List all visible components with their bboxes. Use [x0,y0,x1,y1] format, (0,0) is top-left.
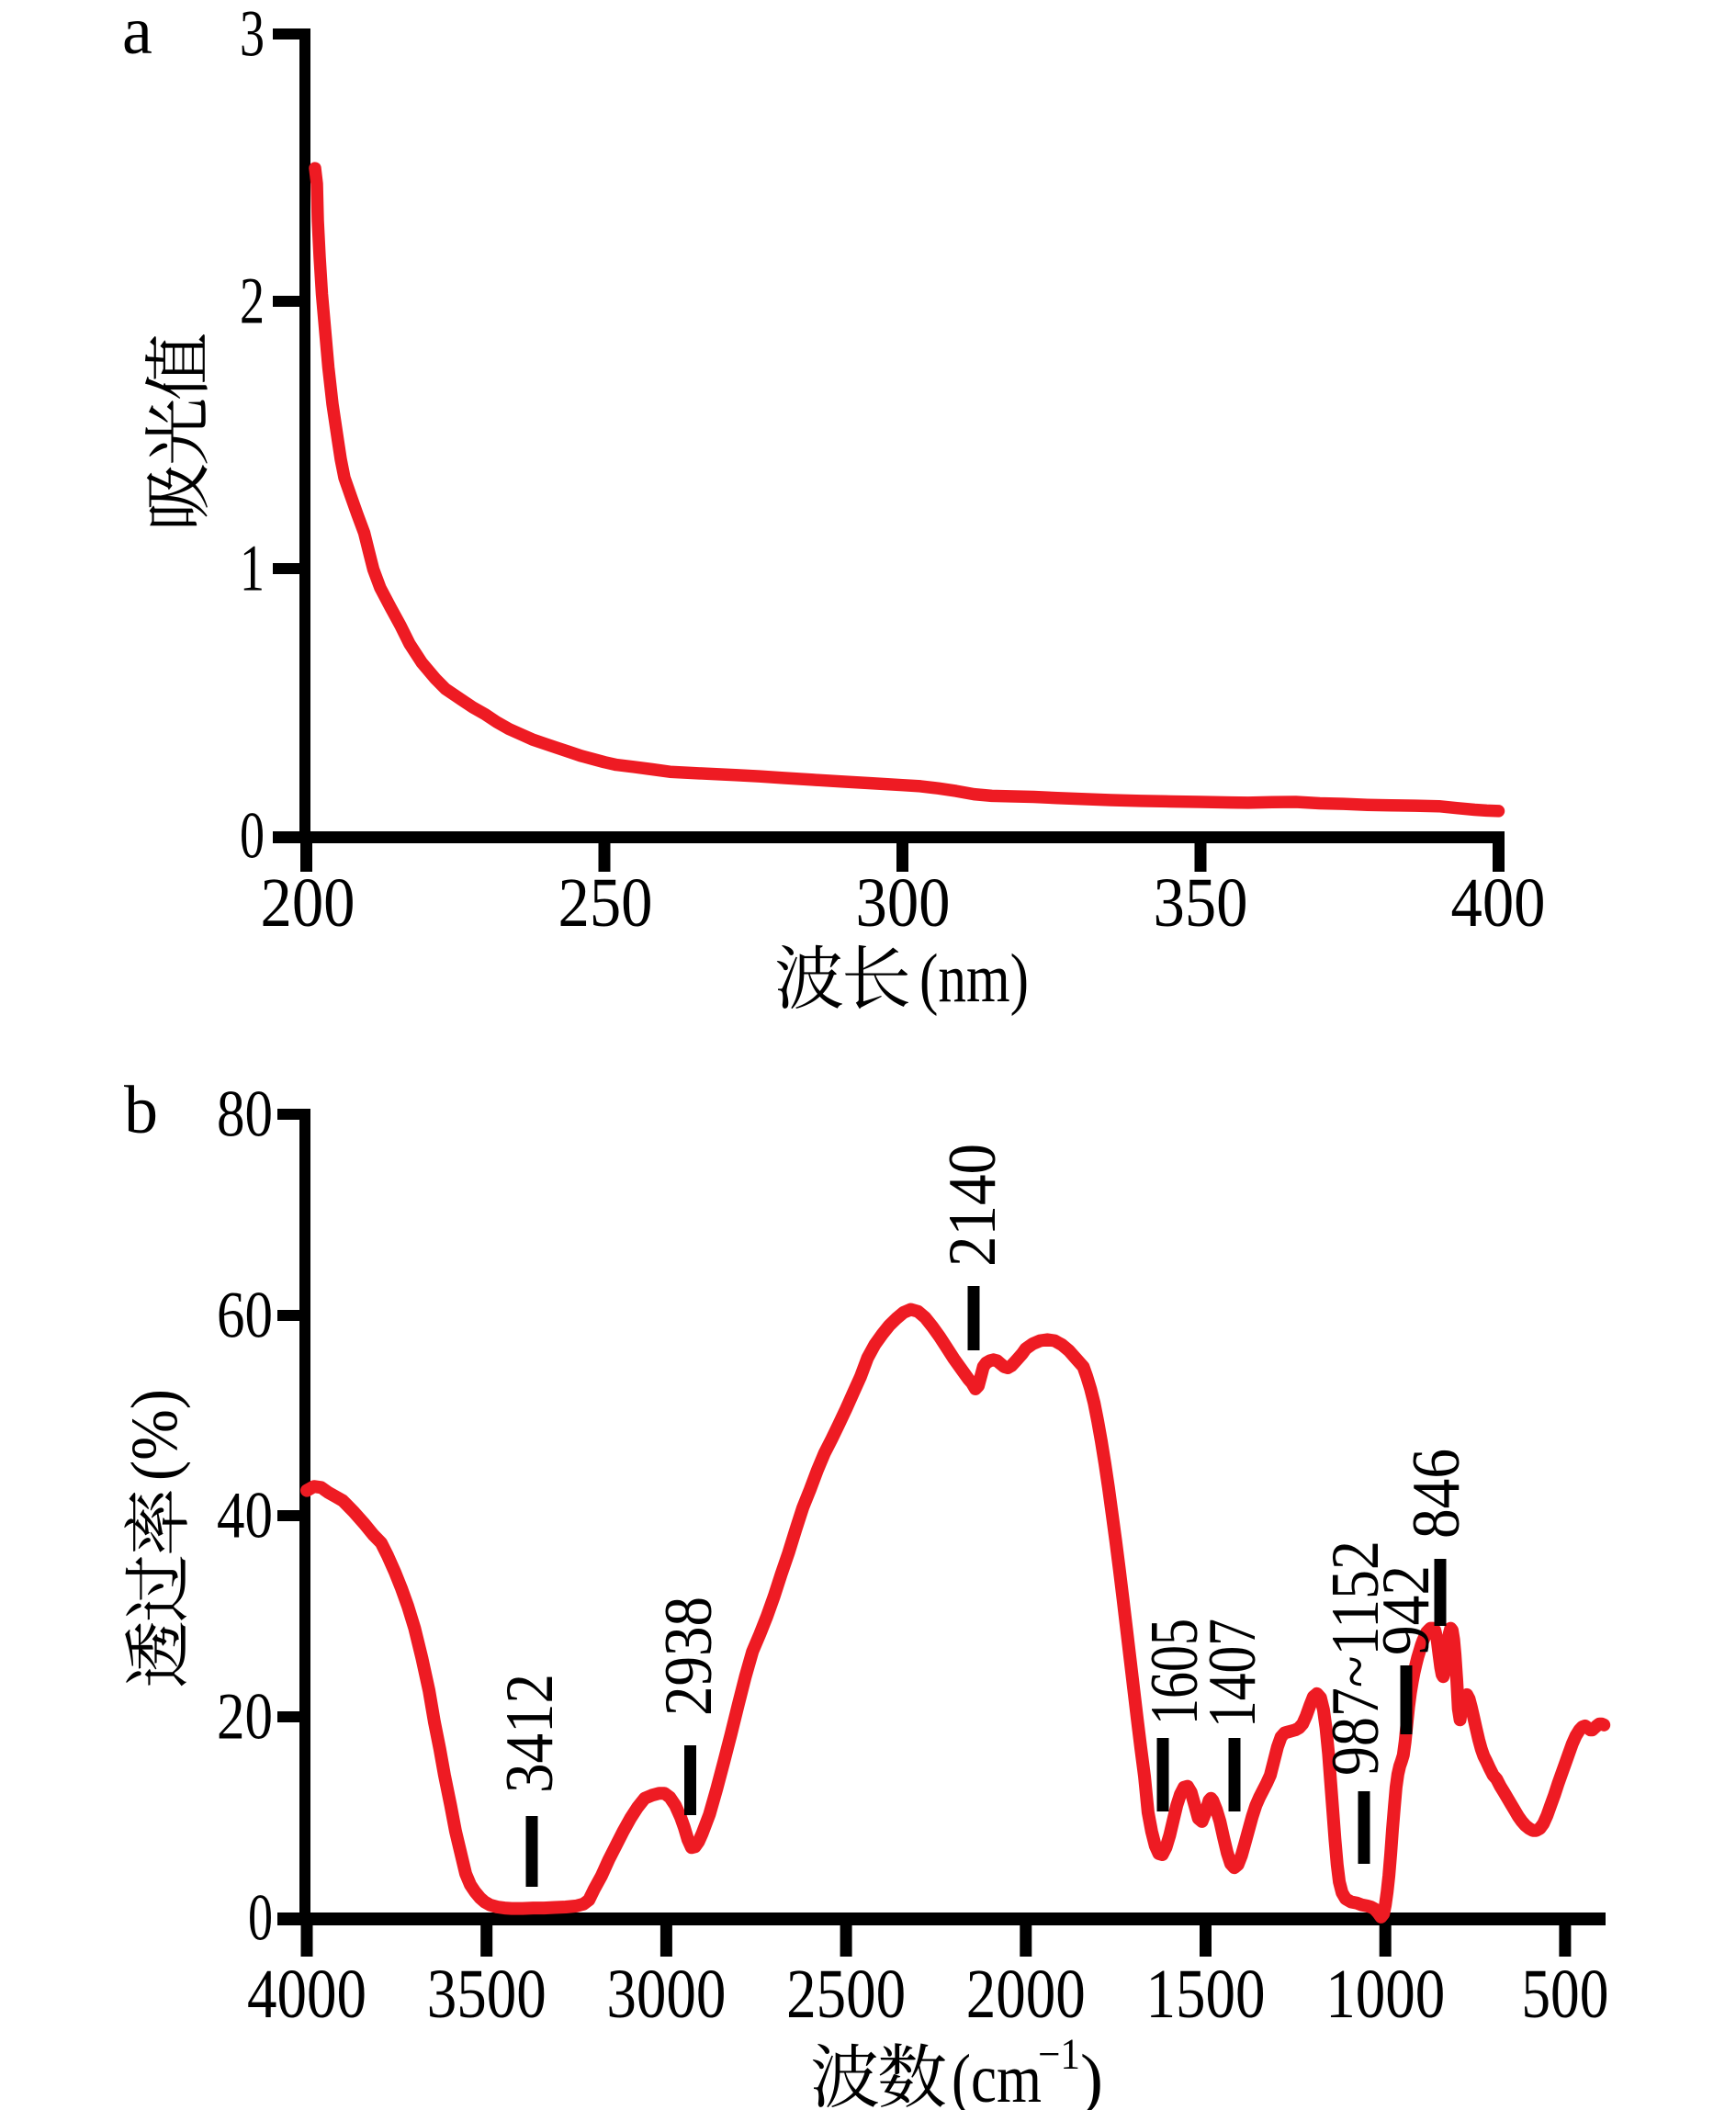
svg-text:846: 846 [1399,1449,1474,1539]
svg-text:3412: 3412 [492,1674,568,1793]
svg-text:b: b [124,1073,158,1148]
svg-text:0: 0 [240,799,265,873]
svg-text:40: 40 [217,1479,273,1552]
svg-text:300: 300 [856,864,951,942]
svg-text:(nm): (nm) [919,941,1029,1017]
svg-text:(%): (%) [118,1389,191,1481]
svg-text:250: 250 [558,864,653,942]
svg-text:350: 350 [1154,864,1248,942]
svg-text:2: 2 [240,265,265,338]
svg-text:1605: 1605 [1137,1619,1212,1725]
svg-text:987~1152: 987~1152 [1318,1540,1393,1776]
svg-text:2140: 2140 [935,1144,1010,1267]
svg-text:3500: 3500 [427,1956,547,2033]
svg-text:80: 80 [217,1078,273,1151]
svg-text:3000: 3000 [606,1956,726,2033]
svg-text:200: 200 [261,864,355,942]
svg-text:20: 20 [217,1680,273,1754]
svg-text:0: 0 [248,1881,273,1955]
svg-text:4000: 4000 [247,1956,366,2033]
svg-text:3: 3 [240,0,265,71]
svg-text:60: 60 [217,1279,273,1352]
svg-text:2938: 2938 [651,1597,727,1716]
svg-text:a: a [122,0,152,69]
svg-text:500: 500 [1521,1956,1608,2033]
svg-text:1: 1 [240,532,265,605]
svg-text:1407: 1407 [1195,1619,1270,1728]
svg-text:2000: 2000 [966,1956,1086,2033]
svg-text:−1: −1 [1038,2030,1080,2079]
svg-text:400: 400 [1451,864,1546,942]
svg-text:1000: 1000 [1325,1956,1445,2033]
svg-text:(cm: (cm [952,2041,1042,2110]
svg-text:2500: 2500 [786,1956,906,2033]
svg-text:942: 942 [1369,1565,1444,1655]
svg-text:1500: 1500 [1146,1956,1266,2033]
svg-text:): ) [1080,2041,1103,2110]
